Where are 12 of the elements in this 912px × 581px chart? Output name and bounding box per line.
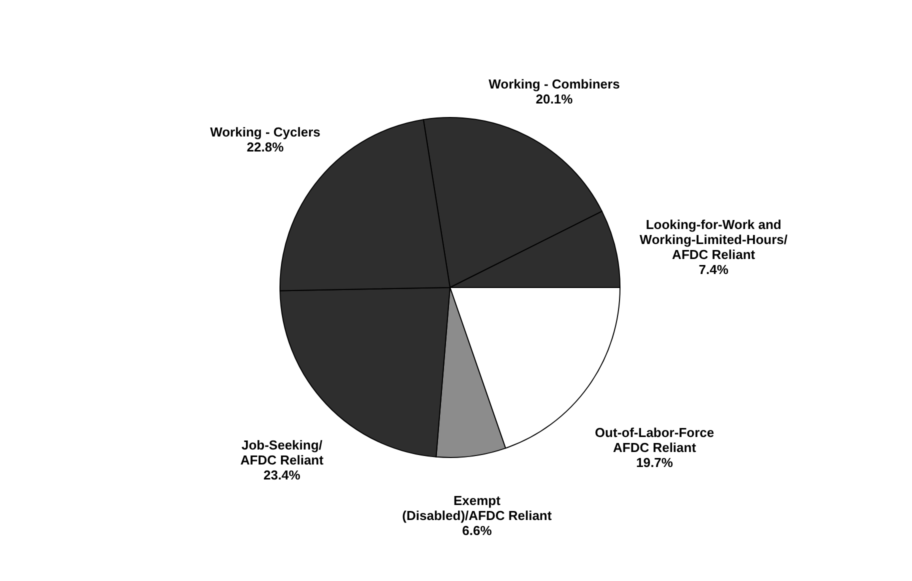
data-label: 7.4% [698,262,729,278]
data-label: 23.4% [263,467,301,482]
data-label: 19.7% [636,455,674,470]
slice-label: Out-of-Labor-Force AFDC Reliant [594,425,714,456]
slice-label: Job-Seeking/ AFDC Reliant [240,437,324,468]
data-label: 22.8% [246,140,284,155]
slice-label: Looking-for-Work and Working-Limited-Hours/ AFDC Reliant [640,217,788,262]
slice-label: Exempt (Disabled)/AFDC Reliant [402,492,552,523]
slice-label: Working - Cyclers [210,124,320,140]
data-label: 6.6% [462,522,492,538]
data-label: 20.1% [536,92,574,107]
slice-label: Working - Combiners [488,76,620,92]
